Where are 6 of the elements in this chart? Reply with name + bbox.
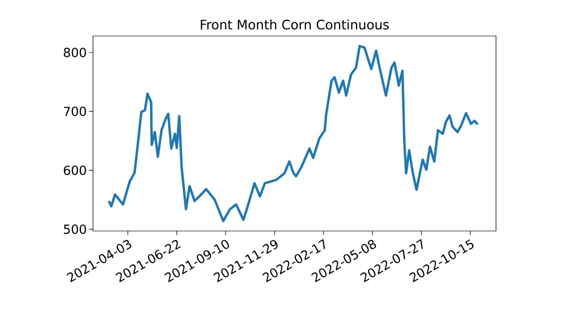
y-tick-label: 500 [64, 224, 86, 234]
y-tick-label: 600 [64, 166, 86, 176]
y-tick-label: 800 [64, 48, 86, 58]
line-series [108, 44, 479, 222]
chart-title: Front Month Corn Continuous [200, 19, 389, 30]
y-tick-label: 700 [64, 106, 86, 116]
